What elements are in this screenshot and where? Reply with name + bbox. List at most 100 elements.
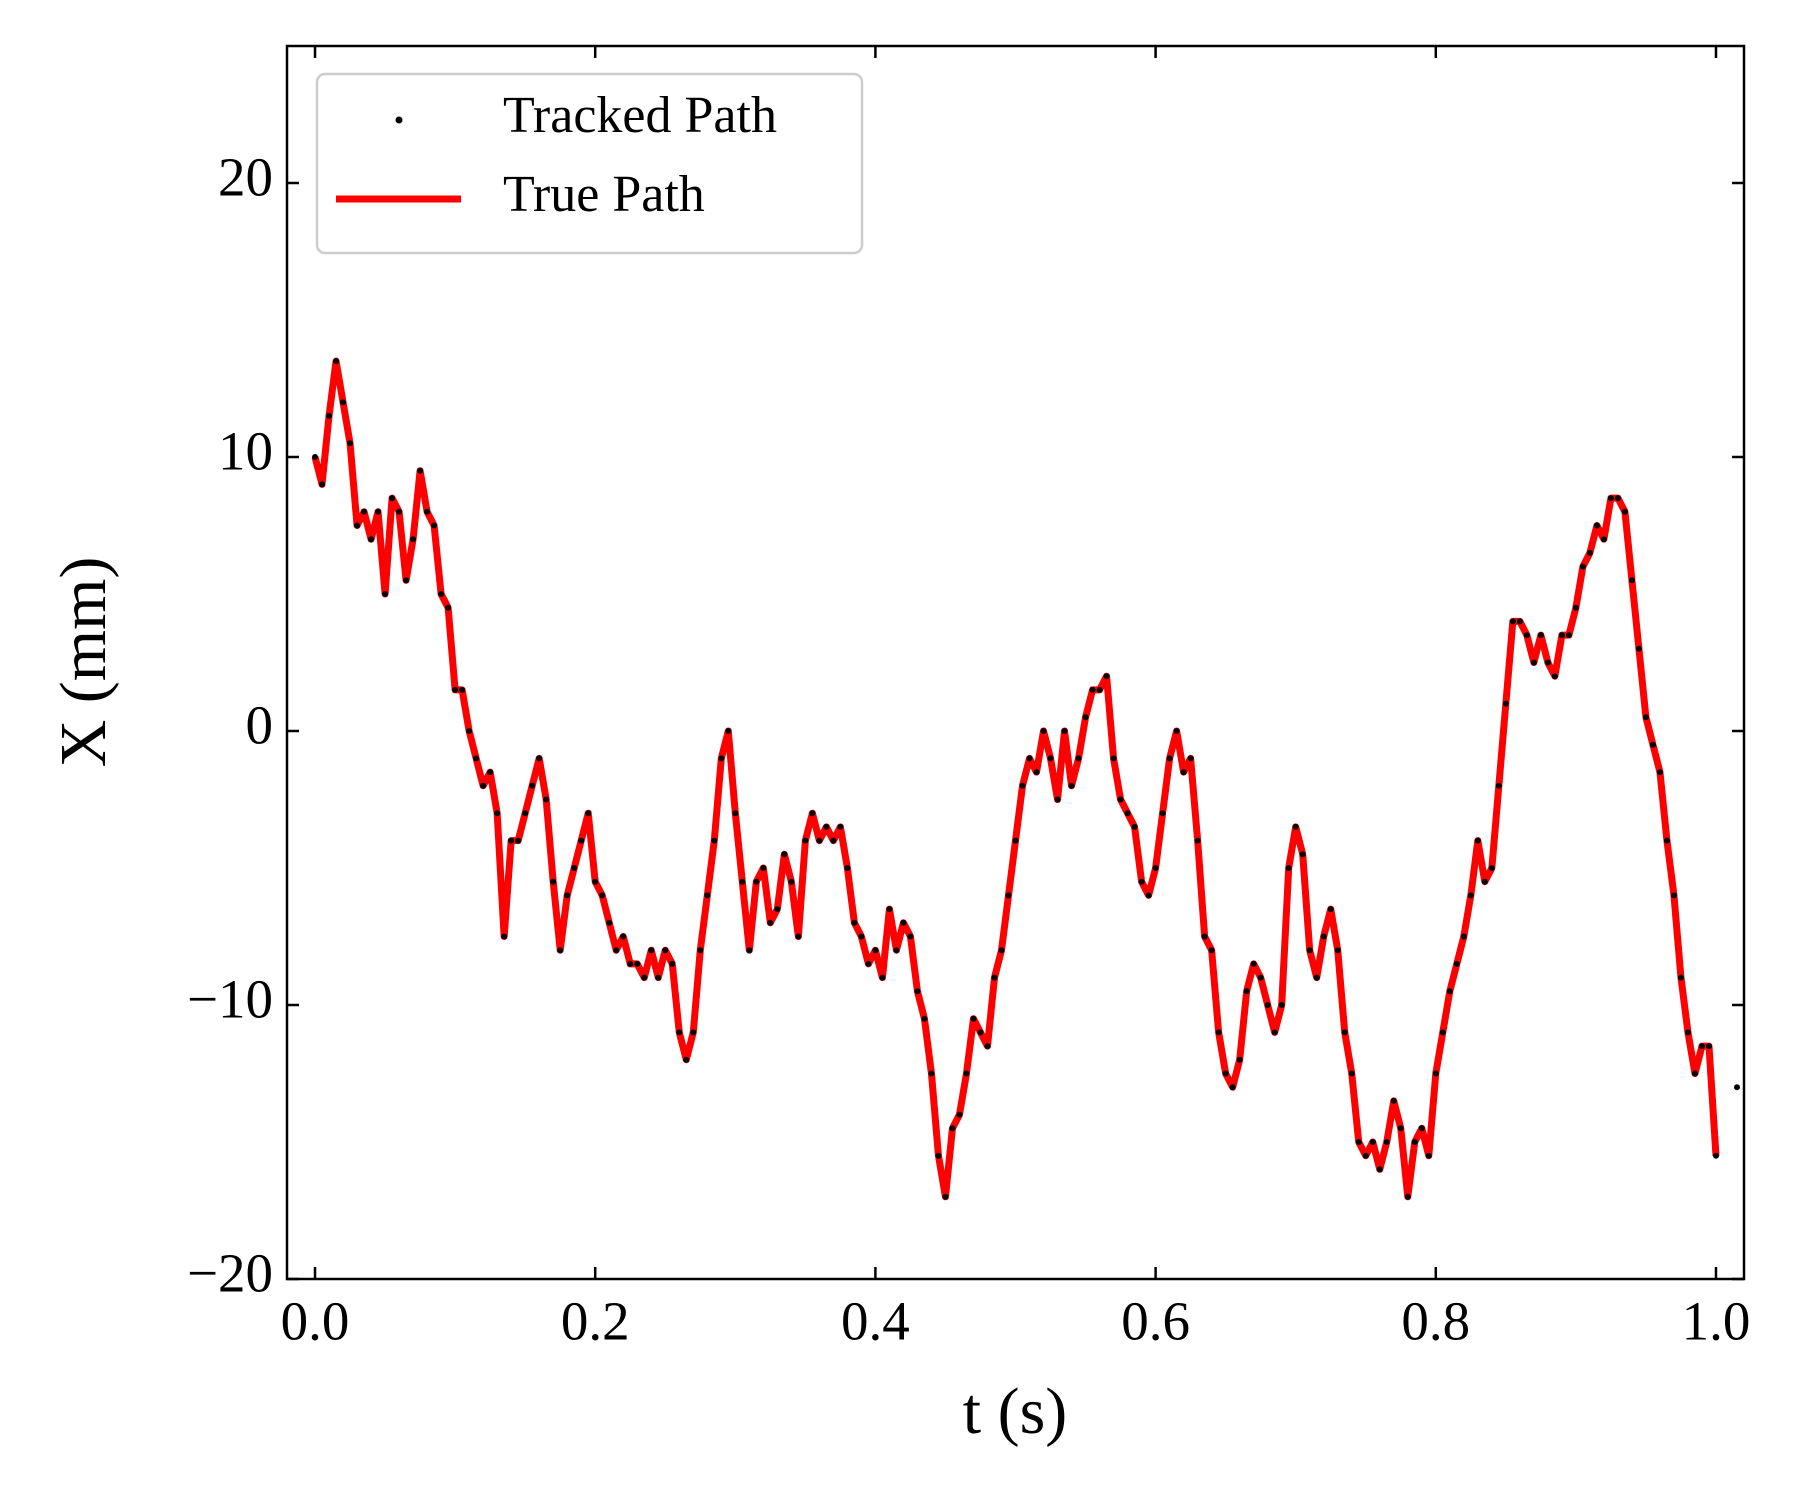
point [963,1070,970,1077]
point [1194,837,1201,844]
point [823,823,830,830]
point [935,1152,942,1159]
point [1663,837,1670,844]
point [1474,837,1481,844]
point [662,947,669,954]
point [1026,755,1033,762]
point [620,933,627,940]
point [1656,769,1663,776]
point [1278,1002,1285,1008]
point [1404,1193,1411,1200]
point [1215,1029,1222,1036]
point [1264,1002,1271,1008]
point [1537,632,1544,639]
point [1236,1056,1243,1063]
point [1145,892,1152,899]
point [690,1029,697,1036]
point [858,933,865,940]
point [319,481,326,488]
point [977,1029,984,1036]
point [1586,549,1593,556]
point [816,837,823,844]
point [851,919,858,926]
legend-label: Tracked Path [503,87,777,144]
point [627,960,634,967]
point [571,865,578,871]
point [1355,1139,1362,1145]
point [669,960,676,967]
plot-area [311,357,1740,1201]
point [1019,782,1026,789]
x-tick-label: 0.8 [1401,1291,1470,1352]
point [480,782,487,789]
point [1061,728,1068,734]
point [1712,1152,1719,1159]
point [1103,673,1110,680]
point [438,591,445,597]
point [333,358,340,365]
point [557,947,564,954]
point [1005,892,1012,899]
point [991,974,998,981]
point [1138,878,1145,885]
point [1075,755,1082,762]
point [522,810,529,817]
point [893,947,900,954]
point [718,755,725,762]
point [361,508,368,515]
point [424,508,431,515]
point [760,865,767,871]
x-tick-label: 0.2 [561,1291,630,1352]
point [1082,714,1089,721]
x-tick-label: 0.4 [841,1291,910,1352]
point [648,947,655,954]
point [326,412,333,419]
point [655,974,662,981]
point [473,755,480,762]
point [907,933,914,940]
point [1320,933,1327,940]
x-tick-label: 0.0 [281,1291,350,1352]
point [1250,960,1257,967]
y-tick-label: −20 [187,1243,273,1304]
point [389,495,396,502]
point [837,823,844,830]
point [1068,782,1075,789]
point [809,810,816,817]
point [1166,755,1173,762]
point [1481,878,1488,885]
point [1677,974,1684,981]
point [1124,810,1131,817]
point [1173,728,1180,734]
point [501,933,508,940]
point [1110,755,1117,762]
y-axis-label: X (mm) [47,557,120,768]
point [1229,1084,1236,1091]
point [1523,632,1530,639]
point [578,837,585,844]
point [921,1015,928,1022]
point [998,947,1005,954]
legend-marker [395,116,403,124]
point [1607,495,1614,502]
point [1572,604,1579,611]
point [1593,522,1600,529]
point [340,399,347,406]
point [1614,495,1621,502]
point [375,508,382,515]
plot-frame [285,44,1746,1281]
legend-label: True Path [503,166,705,223]
point [1369,1139,1376,1145]
point [459,686,466,693]
point [1551,673,1558,680]
point [1530,659,1537,666]
legend: Tracked Path True Path [315,72,864,255]
point [1299,851,1306,858]
point [410,536,417,543]
point [1096,686,1103,693]
point [767,919,774,926]
point [1390,1097,1397,1104]
point [585,810,592,817]
